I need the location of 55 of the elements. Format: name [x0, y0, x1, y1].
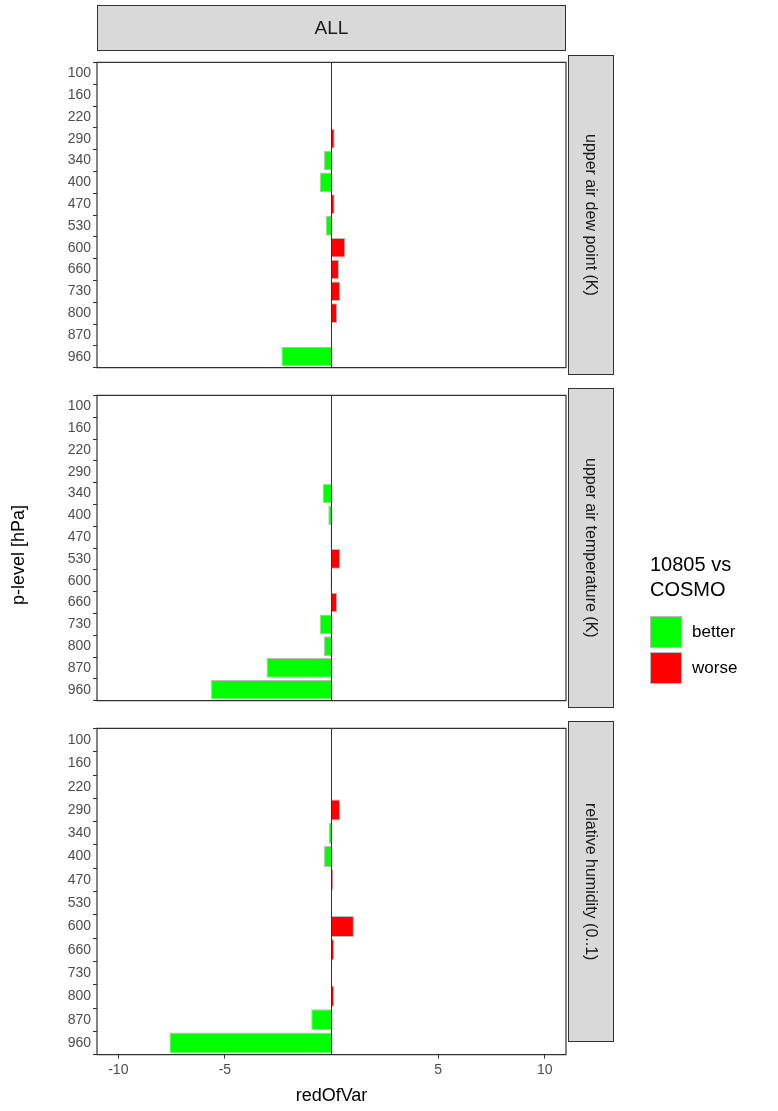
legend-label: better	[692, 622, 736, 642]
legend-label: worse	[692, 658, 738, 678]
x-axis-title: redOfVar	[295, 1085, 368, 1106]
y-tick-label: 800	[67, 303, 92, 320]
y-tick-label: 220	[67, 107, 92, 124]
y-tick-label: 530	[67, 894, 92, 911]
y-tick-label: 220	[67, 777, 92, 794]
y-tick-label: 730	[67, 963, 92, 980]
y-tick-label: 730	[67, 615, 92, 632]
y-tick-label: 870	[67, 325, 92, 342]
y-tick-label: 800	[67, 636, 92, 653]
y-tick-label: 960	[67, 1033, 92, 1050]
y-tick-label: 960	[67, 680, 92, 697]
y-tick-label: 600	[67, 917, 92, 934]
y-tick-label: 290	[67, 462, 92, 479]
y-tick-label: 870	[67, 1010, 92, 1027]
y-tick-label: 340	[67, 484, 92, 501]
y-tick-label: 400	[67, 173, 92, 190]
y-tick-label: 340	[67, 151, 92, 168]
y-tick-label: 160	[67, 418, 92, 435]
y-tick-label: 100	[67, 730, 92, 747]
y-tick-label: 470	[67, 194, 92, 211]
y-tick-label: 100	[67, 397, 92, 414]
y2-axis-title: upper air temperature (K)	[582, 458, 600, 638]
y-tick-label: 530	[67, 549, 92, 566]
y-tick-label: 340	[67, 824, 92, 841]
y-axis-title: p-level [hPa]	[7, 505, 29, 606]
y-tick-label: 870	[67, 658, 92, 675]
x-tick-label: 10	[536, 1060, 553, 1077]
chart-subtitle: ALL	[97, 5, 566, 51]
y-tick-label: 730	[67, 282, 92, 299]
y2-axis-title: upper air dew point (K)	[582, 134, 600, 296]
y-tick-label: 600	[67, 571, 92, 588]
y-tick-label: 470	[67, 870, 92, 887]
y-tick-label: 160	[67, 754, 92, 771]
y-tick-label: 660	[67, 260, 92, 277]
y-tick-label: 160	[67, 85, 92, 102]
y-tick-label: 290	[67, 800, 92, 817]
y-tick-label: 800	[67, 987, 92, 1004]
x-tick-label: -5	[218, 1060, 232, 1077]
y-tick-label: 400	[67, 506, 92, 523]
y-tick-label: 530	[67, 216, 92, 233]
x-tick-label: 5	[434, 1060, 443, 1077]
y-tick-label: 660	[67, 593, 92, 610]
x-tick-label: -10	[108, 1060, 129, 1077]
y-tick-label: 470	[67, 527, 92, 544]
y-tick-label: 220	[67, 440, 92, 457]
y-tick-label: 600	[67, 238, 92, 255]
y-tick-label: 100	[67, 64, 92, 81]
y-tick-label: 960	[67, 347, 92, 364]
y-tick-label: 660	[67, 940, 92, 957]
legend-title: 10805 vs COSMO	[650, 552, 733, 602]
y2-axis-title: relative humidity (0..1)	[582, 802, 600, 961]
y-tick-label: 290	[67, 129, 92, 146]
y-tick-label: 400	[67, 847, 92, 864]
